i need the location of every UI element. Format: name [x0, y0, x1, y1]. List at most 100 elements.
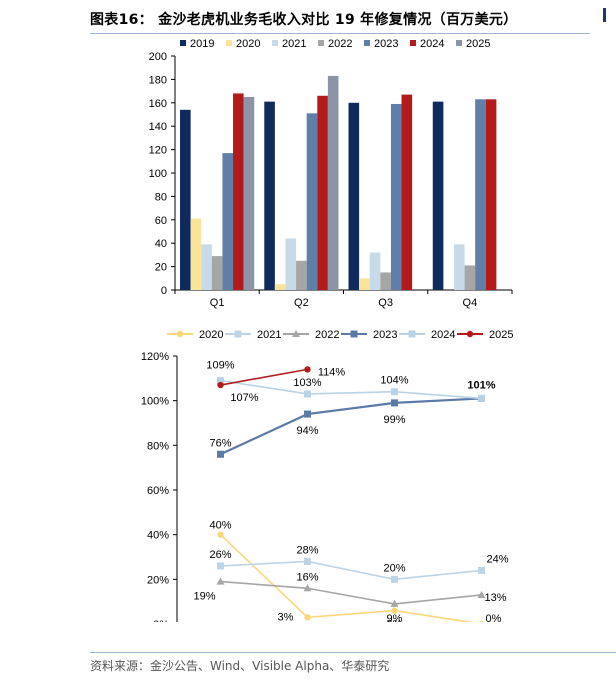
legend-marker-2022 — [292, 330, 300, 337]
legend-label-2024: 2024 — [431, 329, 455, 341]
bar-2024-Q1 — [233, 93, 244, 290]
legend-label-2025: 2025 — [466, 38, 490, 50]
point-2021-Q2 — [304, 557, 311, 565]
point-2020-Q3 — [391, 607, 398, 614]
data-label-2022-Q4: 13% — [484, 592, 506, 604]
y-tick-label: 0% — [153, 619, 169, 622]
y-tick-label: 160 — [149, 98, 167, 110]
data-label-2025-Q1: 107% — [230, 392, 258, 404]
point-2023-Q1 — [217, 450, 224, 458]
bar-chart: 2019 2020 2021 2022 2023 2024 2025 0 20 40 60 80 100… — [149, 38, 513, 309]
bar-2024-Q3 — [401, 94, 413, 290]
point-2022-Q1 — [216, 577, 225, 585]
footer-divider — [90, 652, 616, 653]
legend-swatch-2020 — [226, 40, 232, 46]
legend-marker-2024 — [408, 330, 416, 338]
point-2024-Q4 — [478, 394, 485, 402]
point-2024-Q3 — [391, 388, 398, 396]
bar-2023-Q4 — [475, 99, 486, 290]
point-2020-Q4 — [479, 620, 484, 622]
point-2023-Q2 — [304, 410, 311, 418]
data-label-2023-Q2: 94% — [296, 425, 318, 437]
point-2025-Q2 — [304, 366, 311, 373]
legend-swatch-2019 — [180, 40, 186, 46]
legend-label-2020: 2020 — [236, 38, 260, 50]
y-tick-label: 200 — [149, 51, 167, 63]
data-label-2022-Q3: 9% — [387, 613, 403, 622]
data-label-2025-Q2: 114% — [318, 366, 346, 378]
data-label-2023-Q3: 99% — [383, 414, 405, 426]
data-label-2021-Q2: 28% — [296, 544, 318, 556]
legend-swatch-2024 — [410, 40, 416, 46]
bar-2022-Q1 — [211, 256, 223, 290]
y-tick-label: 100% — [141, 396, 169, 408]
series-line-2020 — [219, 534, 474, 622]
y-tick-label: 80 — [155, 191, 167, 203]
title-bar: 图表16： 金沙老虎机业务毛收入对比 19 年修复情况（百万美元） — [0, 0, 616, 34]
y-tick-label: 0 — [161, 285, 167, 297]
point-2020-Q2 — [304, 614, 311, 621]
y-tick-label: 100 — [149, 168, 167, 180]
bar-2020-Q3 — [359, 278, 370, 290]
legend-label-2021: 2021 — [257, 329, 281, 341]
data-label-2020-Q1: 40% — [209, 520, 231, 532]
point-2021-Q1 — [217, 562, 224, 570]
legend-label-2025: 2025 — [489, 329, 513, 341]
data-label-2024-Q4: 101% — [467, 379, 495, 391]
data-label-2021-Q1: 26% — [209, 549, 231, 561]
legend-label-2022: 2022 — [315, 329, 339, 341]
data-label-2020-Q2: 3% — [278, 611, 294, 622]
legend-marker-2021 — [234, 330, 242, 338]
data-label-2022-Q2: 16% — [296, 571, 318, 583]
bar-2021-Q3 — [369, 252, 381, 290]
source-note: 资料来源：金沙公告、Wind、Visible Alpha、华泰研究 — [90, 659, 390, 673]
y-tick-label: 40 — [155, 238, 167, 250]
legend-label-2023: 2023 — [373, 329, 397, 341]
bar-2022-Q2 — [296, 260, 307, 290]
legend-swatch-2025 — [456, 40, 462, 46]
bar-2019-Q4 — [432, 101, 444, 290]
point-2021-Q3 — [391, 575, 398, 583]
series-line-2022 — [220, 580, 482, 605]
legend-swatch-2022 — [318, 40, 324, 46]
bar-2022-Q3 — [380, 272, 391, 290]
point-2023-Q3 — [391, 399, 398, 407]
legend-label-2024: 2024 — [420, 38, 444, 50]
point-2021-Q4 — [478, 566, 485, 574]
series-line-2025 — [220, 368, 308, 386]
bar-2024-Q4 — [485, 99, 497, 290]
bar-2020-Q1 — [190, 218, 202, 290]
y-tick-label: 180 — [149, 74, 167, 86]
data-label-2024-Q2: 103% — [293, 377, 321, 389]
data-label-2021-Q4: 24% — [486, 553, 508, 565]
y-tick-label: 140 — [149, 121, 167, 133]
point-2022-Q2 — [303, 584, 312, 592]
bar-2023-Q1 — [222, 153, 234, 290]
data-label-2024-Q3: 104% — [380, 375, 408, 387]
data-label-2024-Q1: 109% — [206, 360, 234, 372]
y-tick-label: 80% — [147, 440, 169, 452]
x-tick-label-Q3: Q3 — [378, 297, 393, 309]
page-edge-mark — [603, 8, 616, 24]
series-line-2023 — [220, 397, 482, 456]
legend-label-2021: 2021 — [282, 38, 306, 50]
legend-label-2019: 2019 — [190, 38, 214, 50]
legend-label-2022: 2022 — [328, 38, 352, 50]
legend-label-2020: 2020 — [199, 329, 223, 341]
data-label-2020-Q4: 0% — [486, 613, 502, 622]
point-2024-Q1 — [217, 377, 224, 385]
point-2020-Q1 — [217, 531, 224, 538]
figure-title: 图表16： 金沙老虎机业务毛收入对比 19 年修复情况（百万美元） — [90, 12, 518, 28]
y-tick-label: 60 — [155, 215, 167, 227]
point-2024-Q2 — [304, 390, 311, 398]
y-tick-label: 40% — [147, 530, 169, 542]
data-label-2021-Q3: 20% — [383, 562, 405, 574]
bar-2025-Q2 — [327, 75, 339, 290]
x-tick-label-Q4: Q4 — [463, 297, 478, 309]
line-chart: 2020 2021 2022 2023 2024 2025 0% 20% 40% 60% 80% 10… — [141, 329, 513, 622]
bar-2020-Q2 — [274, 284, 286, 290]
bar-2019-Q2 — [264, 101, 275, 290]
data-label-2020-Q3: 6% — [387, 619, 403, 622]
bar-2023-Q3 — [390, 103, 402, 290]
bar-2019-Q3 — [348, 102, 360, 290]
